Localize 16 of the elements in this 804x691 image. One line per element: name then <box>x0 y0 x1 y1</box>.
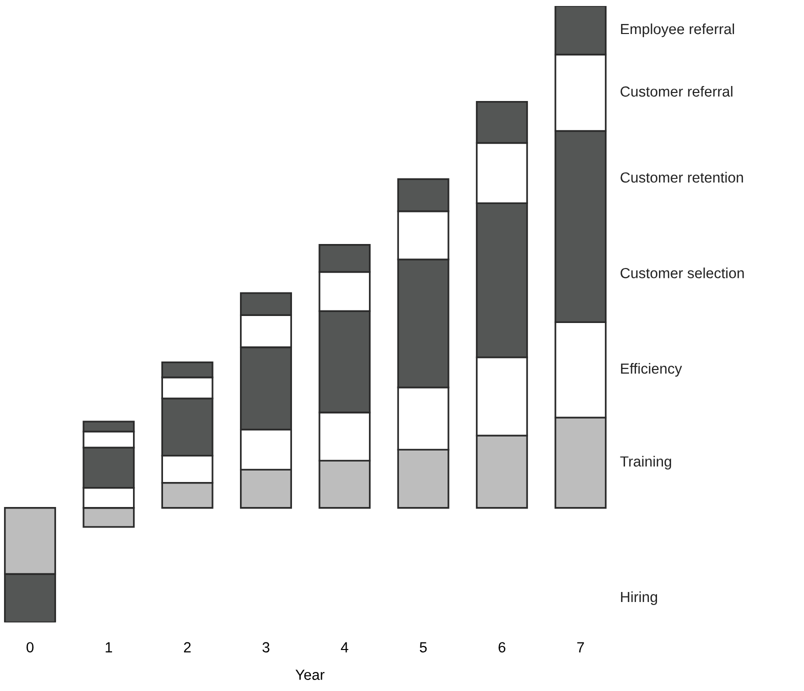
x-tick-label: 2 <box>184 642 191 652</box>
x-tick-label: 7 <box>577 642 584 652</box>
x-tick-label: 0 <box>26 642 34 652</box>
series-label: Efficiency <box>621 363 682 377</box>
text: Customer retention <box>620 172 743 183</box>
x-tick-label: 6 <box>498 642 506 652</box>
series-label: Employee referral <box>621 23 734 38</box>
x-tick-label: 3 <box>262 642 270 652</box>
x-tick-label: 5 <box>420 642 427 652</box>
x-axis-title: Year <box>296 670 324 680</box>
x-tick-label: 1 <box>106 642 112 652</box>
x-tick-label: 4 <box>340 642 348 652</box>
series-label: Customer referral <box>620 86 732 97</box>
text: Hiring <box>621 591 658 606</box>
series-label: Training <box>620 456 672 470</box>
text: Customer selection <box>620 268 744 278</box>
